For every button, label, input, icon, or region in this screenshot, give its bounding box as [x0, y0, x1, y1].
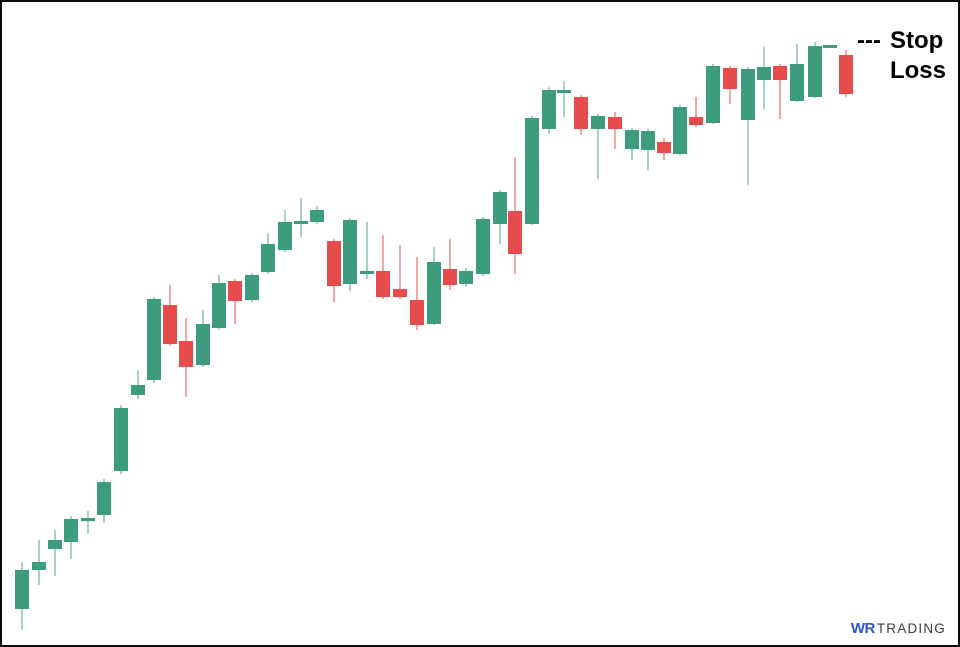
candle-wick — [366, 222, 368, 279]
bullish-candle — [64, 519, 78, 542]
bullish-candle — [147, 299, 161, 380]
bullish-candle — [32, 562, 46, 570]
logo-trading-text: TRADING — [876, 621, 946, 636]
candle-wick — [563, 81, 565, 117]
bearish-candle — [839, 55, 853, 94]
candle-wick — [399, 245, 401, 299]
bullish-candle — [476, 219, 490, 274]
bullish-candle — [261, 244, 275, 272]
candle-wick — [382, 235, 384, 299]
bearish-candle — [723, 68, 737, 89]
bearish-candle — [574, 97, 588, 129]
bullish-candle — [245, 275, 259, 300]
candle-wick — [87, 511, 89, 534]
bearish-candle — [608, 117, 622, 129]
bullish-candle — [310, 210, 324, 222]
bullish-candle — [625, 130, 639, 149]
bullish-candle — [48, 540, 62, 549]
stop-loss-line2: Loss — [889, 57, 946, 84]
stop-loss-annotation: --- Stop Loss — [857, 26, 946, 86]
bullish-candle — [673, 107, 687, 154]
candle-wick — [137, 370, 139, 399]
candle-wick — [779, 64, 781, 119]
candle-wick — [449, 239, 451, 290]
bullish-candle — [427, 262, 441, 324]
bullish-candle — [542, 90, 556, 129]
bullish-candle — [459, 271, 473, 284]
bearish-candle — [376, 271, 390, 297]
bullish-candle — [757, 67, 771, 80]
bearish-candle — [163, 305, 177, 344]
bullish-candle — [706, 66, 720, 123]
stop-loss-label: Stop Loss — [890, 26, 946, 86]
bearish-candle — [327, 241, 341, 286]
bullish-candle — [641, 131, 655, 150]
bearish-candle — [443, 269, 457, 285]
bullish-candle — [360, 271, 374, 274]
candle-wick — [234, 279, 236, 324]
stop-loss-dash-icon: --- — [857, 27, 881, 54]
bullish-candle — [823, 45, 837, 48]
stop-loss-line1: Stop — [889, 27, 944, 54]
bullish-candle — [790, 64, 804, 101]
bullish-candle — [493, 192, 507, 224]
bearish-candle — [228, 281, 242, 301]
bullish-candle — [15, 570, 29, 609]
bearish-candle — [689, 117, 703, 125]
bullish-candle — [525, 118, 539, 224]
bearish-candle — [410, 300, 424, 325]
candle-wick — [597, 114, 599, 179]
bullish-candle — [557, 90, 571, 93]
bearish-candle — [179, 341, 193, 367]
candle-wick — [614, 112, 616, 149]
bullish-candle — [808, 46, 822, 97]
bearish-candle — [393, 289, 407, 297]
bullish-candle — [343, 220, 357, 284]
bullish-candle — [114, 408, 128, 471]
candle-wick — [300, 198, 302, 237]
logo-wr-mark: WR — [850, 620, 876, 637]
bearish-candle — [657, 142, 671, 153]
wr-trading-logo: WR TRADING — [848, 618, 948, 639]
bullish-candle — [81, 518, 95, 521]
bullish-candle — [212, 283, 226, 328]
bullish-candle — [591, 116, 605, 129]
candle-wick — [416, 257, 418, 330]
bullish-candle — [294, 221, 308, 224]
candle-wick — [747, 67, 749, 185]
bearish-candle — [773, 66, 787, 80]
candle-wick — [54, 530, 56, 576]
candle-wick — [695, 97, 697, 127]
bearish-candle — [508, 211, 522, 254]
bullish-candle — [278, 222, 292, 250]
bullish-candle — [196, 324, 210, 365]
bullish-candle — [97, 482, 111, 515]
bullish-candle — [741, 69, 755, 120]
bullish-candle — [131, 385, 145, 395]
